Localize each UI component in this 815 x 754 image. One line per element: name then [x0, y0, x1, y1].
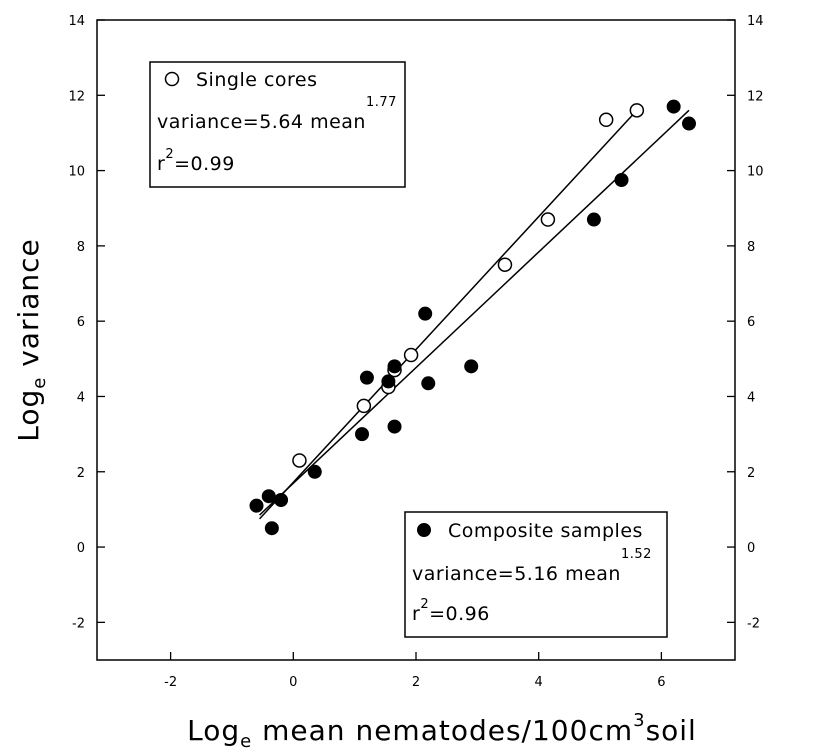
y-tick-label-left: 4: [77, 390, 85, 405]
legend-box-composite: [404, 511, 668, 638]
point-composite-samples: [381, 374, 396, 389]
point-composite-samples: [464, 359, 479, 374]
y-tick-label-right: 4: [747, 390, 755, 405]
legend-composite-samples: Composite samples variance=5.16 mean1.52…: [404, 511, 668, 638]
equation-single: variance=5.64 mean1.77: [157, 95, 397, 133]
point-single-cores: [356, 398, 372, 414]
y-tick-label-right: 6: [747, 315, 755, 330]
y-tick-label-left: 2: [77, 466, 85, 481]
legend-single-cores: Single cores variance=5.64 mean1.77 r2=0…: [149, 61, 406, 188]
x-axis-title: Loge mean nematodes/100cm3soil: [187, 710, 697, 752]
r-squared-composite: r2=0.96: [412, 597, 490, 625]
point-single-cores: [292, 453, 307, 468]
point-composite-samples: [681, 116, 696, 131]
y-tick-label-left: -2: [72, 616, 85, 631]
point-composite-samples: [261, 489, 276, 504]
point-single-cores: [540, 212, 556, 227]
point-composite-samples: [614, 173, 629, 187]
point-composite-samples: [359, 370, 374, 385]
point-composite-samples: [421, 376, 436, 391]
y-tick-label-right: 0: [747, 541, 755, 556]
y-tick-label-left: 6: [77, 315, 85, 330]
point-composite-samples: [307, 464, 322, 479]
fit-line-single-cores: [259, 109, 638, 520]
r-squared-single: r2=0.99: [157, 147, 235, 175]
x-tick-label: 6: [657, 675, 665, 690]
point-single-cores: [497, 257, 513, 272]
x-tick-label: 4: [535, 675, 543, 690]
axis-ticks: -2 0 2 4 6 -2 -2 0 0 2 2 4 4 6 6 8 8 10 10 12 12 14 14: [68, 14, 763, 690]
y-tick-label-left: 8: [77, 240, 85, 255]
point-composite-samples: [418, 306, 433, 321]
y-tick-label-left: 14: [68, 14, 85, 29]
legend-box-single: [149, 61, 406, 188]
y-tick-label-left: 12: [68, 89, 85, 104]
point-composite-samples: [264, 521, 279, 536]
equation-composite: variance=5.16 mean1.52: [412, 547, 652, 585]
legend-label-single: Single cores: [196, 69, 318, 91]
y-tick-label-right: 12: [747, 89, 764, 104]
point-composite-samples: [355, 427, 370, 442]
point-composite-samples: [274, 493, 289, 507]
data-points: [249, 99, 696, 536]
x-tick-label: 2: [412, 675, 420, 690]
point-single-cores: [629, 103, 645, 118]
point-single-cores: [403, 347, 419, 363]
y-tick-label-left: 0: [77, 541, 85, 556]
filled-circle-marker-icon: [417, 523, 431, 537]
point-composite-samples: [586, 212, 601, 227]
point-single-cores: [598, 112, 614, 128]
y-tick-label-right: 10: [747, 165, 764, 180]
point-composite-samples: [249, 498, 264, 513]
y-tick-label-right: 2: [747, 466, 755, 481]
point-composite-samples: [387, 359, 402, 374]
x-tick-label: 0: [289, 675, 297, 690]
y-tick-label-right: -2: [747, 616, 760, 631]
open-circle-marker-icon: [164, 71, 180, 87]
legend-label-composite: Composite samples: [448, 520, 643, 542]
y-axis-title: Loge variance: [12, 238, 50, 442]
point-composite-samples: [387, 419, 402, 434]
y-tick-label-left: 10: [68, 165, 85, 180]
point-composite-samples: [666, 99, 681, 114]
x-tick-label: -2: [164, 675, 177, 690]
y-tick-label-right: 14: [747, 14, 764, 29]
y-tick-label-right: 8: [747, 240, 755, 255]
